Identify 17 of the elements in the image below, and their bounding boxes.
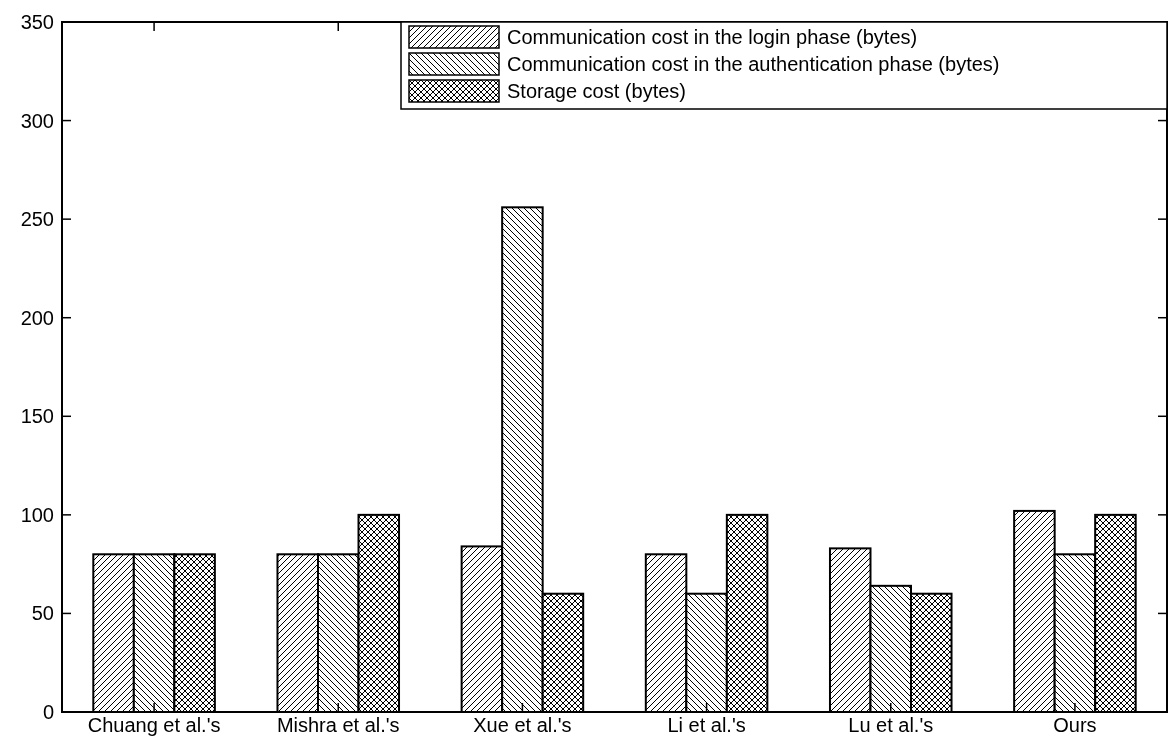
y-tick-label: 350 — [20, 11, 54, 33]
x-tick-label: Mishra et al.'s — [276, 714, 400, 736]
x-tick-label: Lu et al.'s — [848, 714, 934, 736]
y-tick-label: 200 — [20, 306, 54, 329]
y-tick-label: 300 — [20, 109, 54, 132]
x-tick-label: Li et al.'s — [667, 714, 746, 736]
x-tick-label: Ours — [1053, 714, 1097, 736]
legend-label: Communication cost in the authentication phase (bytes) — [507, 53, 1000, 75]
x-tick-label: Chuang et al.'s — [87, 714, 221, 736]
legend-label: Communication cost in the login phase (bytes) — [507, 26, 918, 48]
y-tick-label: 150 — [20, 405, 54, 428]
y-tick-label: 50 — [31, 602, 54, 625]
y-tick-label: 250 — [20, 208, 54, 231]
x-tick-label: Xue et al.'s — [473, 714, 572, 736]
y-tick-label: 100 — [20, 503, 54, 526]
y-tick-label: 0 — [42, 701, 54, 723]
legend-label: Storage cost (bytes) — [507, 80, 686, 102]
